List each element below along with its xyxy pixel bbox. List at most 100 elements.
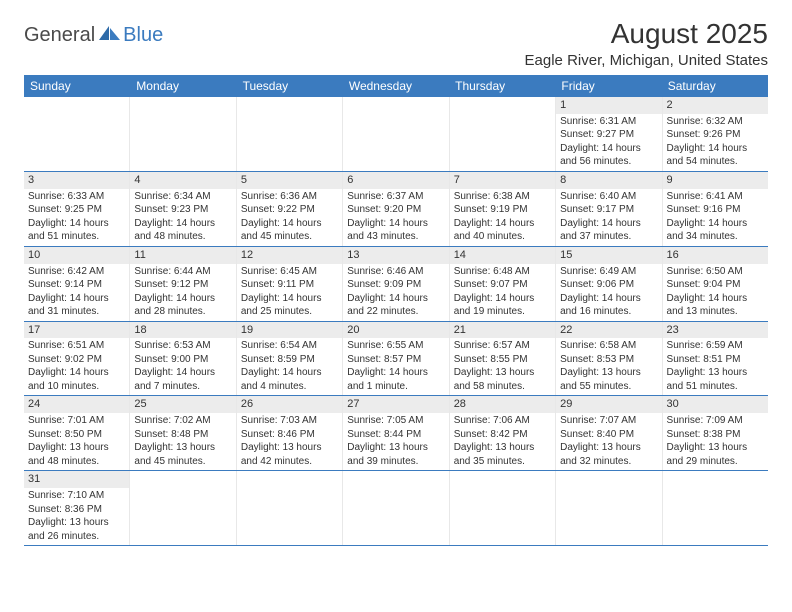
day-number: 27 (343, 396, 448, 413)
daylight-text: Daylight: 14 hours and 48 minutes. (134, 217, 231, 244)
day-cell: 22Sunrise: 6:58 AMSunset: 8:53 PMDayligh… (556, 322, 662, 396)
daylight-text: Daylight: 14 hours and 40 minutes. (454, 217, 551, 244)
week-row: 10Sunrise: 6:42 AMSunset: 9:14 PMDayligh… (24, 247, 768, 322)
day-cell: 5Sunrise: 6:36 AMSunset: 9:22 PMDaylight… (237, 172, 343, 246)
title-block: August 2025 Eagle River, Michigan, Unite… (525, 18, 768, 69)
daylight-text: Daylight: 13 hours and 35 minutes. (454, 441, 551, 468)
logo: General Blue (24, 24, 163, 47)
sunrise-text: Sunrise: 6:57 AM (454, 339, 551, 353)
day-cell: 7Sunrise: 6:38 AMSunset: 9:19 PMDaylight… (450, 172, 556, 246)
daylight-text: Daylight: 14 hours and 56 minutes. (560, 142, 657, 169)
sunrise-text: Sunrise: 6:55 AM (347, 339, 444, 353)
sunrise-text: Sunrise: 6:44 AM (134, 265, 231, 279)
daylight-text: Daylight: 14 hours and 28 minutes. (134, 292, 231, 319)
daylight-text: Daylight: 14 hours and 13 minutes. (667, 292, 764, 319)
day-number: 2 (663, 97, 768, 114)
sunset-text: Sunset: 8:53 PM (560, 353, 657, 367)
day-number: 26 (237, 396, 342, 413)
sunset-text: Sunset: 9:09 PM (347, 278, 444, 292)
day-body: Sunrise: 7:07 AMSunset: 8:40 PMDaylight:… (556, 413, 661, 470)
header: General Blue August 2025 Eagle River, Mi… (24, 18, 768, 69)
sunrise-text: Sunrise: 6:45 AM (241, 265, 338, 279)
day-cell: 2Sunrise: 6:32 AMSunset: 9:26 PMDaylight… (663, 97, 768, 171)
sunset-text: Sunset: 8:50 PM (28, 428, 125, 442)
sunrise-text: Sunrise: 6:32 AM (667, 115, 764, 129)
day-number: 6 (343, 172, 448, 189)
day-number: 20 (343, 322, 448, 339)
day-body: Sunrise: 7:03 AMSunset: 8:46 PMDaylight:… (237, 413, 342, 470)
week-row: 3Sunrise: 6:33 AMSunset: 9:25 PMDaylight… (24, 172, 768, 247)
daylight-text: Daylight: 13 hours and 51 minutes. (667, 366, 764, 393)
day-body: Sunrise: 7:01 AMSunset: 8:50 PMDaylight:… (24, 413, 129, 470)
sunset-text: Sunset: 8:44 PM (347, 428, 444, 442)
daylight-text: Daylight: 14 hours and 10 minutes. (28, 366, 125, 393)
day-header: Thursday (449, 75, 555, 97)
day-body: Sunrise: 6:38 AMSunset: 9:19 PMDaylight:… (450, 189, 555, 246)
sunrise-text: Sunrise: 6:48 AM (454, 265, 551, 279)
sunrise-text: Sunrise: 6:53 AM (134, 339, 231, 353)
day-number: 10 (24, 247, 129, 264)
day-number: 5 (237, 172, 342, 189)
day-number: 24 (24, 396, 129, 413)
day-number: 31 (24, 471, 129, 488)
daylight-text: Daylight: 14 hours and 1 minute. (347, 366, 444, 393)
day-body: Sunrise: 6:48 AMSunset: 9:07 PMDaylight:… (450, 264, 555, 321)
sunset-text: Sunset: 8:57 PM (347, 353, 444, 367)
day-body: Sunrise: 6:54 AMSunset: 8:59 PMDaylight:… (237, 338, 342, 395)
day-number: 19 (237, 322, 342, 339)
day-body: Sunrise: 7:05 AMSunset: 8:44 PMDaylight:… (343, 413, 448, 470)
daylight-text: Daylight: 14 hours and 37 minutes. (560, 217, 657, 244)
sunset-text: Sunset: 8:51 PM (667, 353, 764, 367)
day-cell: 28Sunrise: 7:06 AMSunset: 8:42 PMDayligh… (450, 396, 556, 470)
sunrise-text: Sunrise: 6:46 AM (347, 265, 444, 279)
sunset-text: Sunset: 9:06 PM (560, 278, 657, 292)
day-cell (343, 471, 449, 545)
day-cell: 4Sunrise: 6:34 AMSunset: 9:23 PMDaylight… (130, 172, 236, 246)
day-cell: 14Sunrise: 6:48 AMSunset: 9:07 PMDayligh… (450, 247, 556, 321)
sunrise-text: Sunrise: 7:02 AM (134, 414, 231, 428)
week-row: 31Sunrise: 7:10 AMSunset: 8:36 PMDayligh… (24, 471, 768, 546)
day-number: 9 (663, 172, 768, 189)
logo-sail-icon (99, 24, 121, 47)
day-headers-row: SundayMondayTuesdayWednesdayThursdayFrid… (24, 75, 768, 97)
sunrise-text: Sunrise: 6:31 AM (560, 115, 657, 129)
daylight-text: Daylight: 14 hours and 34 minutes. (667, 217, 764, 244)
sunset-text: Sunset: 9:16 PM (667, 203, 764, 217)
day-cell: 26Sunrise: 7:03 AMSunset: 8:46 PMDayligh… (237, 396, 343, 470)
sunset-text: Sunset: 8:48 PM (134, 428, 231, 442)
day-cell: 29Sunrise: 7:07 AMSunset: 8:40 PMDayligh… (556, 396, 662, 470)
daylight-text: Daylight: 13 hours and 42 minutes. (241, 441, 338, 468)
sunrise-text: Sunrise: 6:54 AM (241, 339, 338, 353)
sunrise-text: Sunrise: 6:42 AM (28, 265, 125, 279)
day-body: Sunrise: 6:41 AMSunset: 9:16 PMDaylight:… (663, 189, 768, 246)
day-cell: 21Sunrise: 6:57 AMSunset: 8:55 PMDayligh… (450, 322, 556, 396)
sunset-text: Sunset: 9:02 PM (28, 353, 125, 367)
sunset-text: Sunset: 8:42 PM (454, 428, 551, 442)
day-cell: 15Sunrise: 6:49 AMSunset: 9:06 PMDayligh… (556, 247, 662, 321)
day-cell (237, 471, 343, 545)
day-cell: 1Sunrise: 6:31 AMSunset: 9:27 PMDaylight… (556, 97, 662, 171)
day-cell: 20Sunrise: 6:55 AMSunset: 8:57 PMDayligh… (343, 322, 449, 396)
day-body: Sunrise: 6:45 AMSunset: 9:11 PMDaylight:… (237, 264, 342, 321)
sunset-text: Sunset: 9:00 PM (134, 353, 231, 367)
day-number: 25 (130, 396, 235, 413)
day-cell: 27Sunrise: 7:05 AMSunset: 8:44 PMDayligh… (343, 396, 449, 470)
daylight-text: Daylight: 13 hours and 55 minutes. (560, 366, 657, 393)
sunset-text: Sunset: 9:12 PM (134, 278, 231, 292)
day-cell: 8Sunrise: 6:40 AMSunset: 9:17 PMDaylight… (556, 172, 662, 246)
day-number: 23 (663, 322, 768, 339)
day-cell: 19Sunrise: 6:54 AMSunset: 8:59 PMDayligh… (237, 322, 343, 396)
day-body: Sunrise: 6:49 AMSunset: 9:06 PMDaylight:… (556, 264, 661, 321)
week-row: 1Sunrise: 6:31 AMSunset: 9:27 PMDaylight… (24, 97, 768, 172)
daylight-text: Daylight: 14 hours and 22 minutes. (347, 292, 444, 319)
daylight-text: Daylight: 14 hours and 31 minutes. (28, 292, 125, 319)
day-body: Sunrise: 6:58 AMSunset: 8:53 PMDaylight:… (556, 338, 661, 395)
day-cell: 6Sunrise: 6:37 AMSunset: 9:20 PMDaylight… (343, 172, 449, 246)
day-cell (450, 97, 556, 171)
daylight-text: Daylight: 13 hours and 58 minutes. (454, 366, 551, 393)
daylight-text: Daylight: 14 hours and 25 minutes. (241, 292, 338, 319)
day-number: 17 (24, 322, 129, 339)
sunset-text: Sunset: 9:11 PM (241, 278, 338, 292)
sunset-text: Sunset: 9:26 PM (667, 128, 764, 142)
daylight-text: Daylight: 14 hours and 43 minutes. (347, 217, 444, 244)
